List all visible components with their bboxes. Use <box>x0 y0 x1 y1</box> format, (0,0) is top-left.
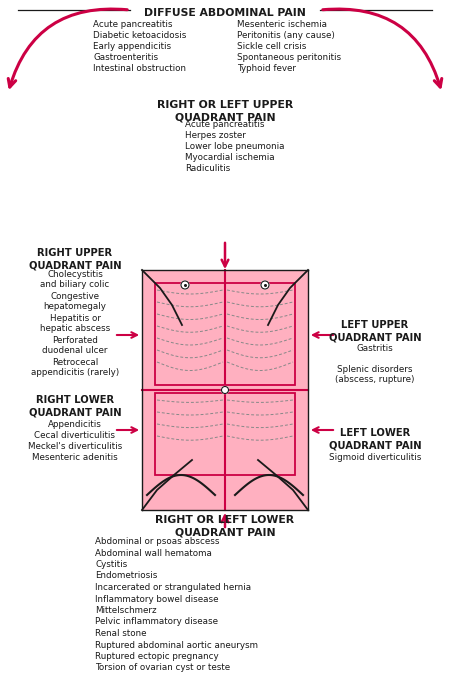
Text: Spontaneous peritonitis: Spontaneous peritonitis <box>237 53 341 62</box>
Text: Sigmoid diverticulitis: Sigmoid diverticulitis <box>329 453 421 462</box>
Text: Congestive: Congestive <box>50 292 99 301</box>
Text: duodenal ulcer: duodenal ulcer <box>42 346 108 355</box>
Text: Retrocecal: Retrocecal <box>52 358 98 367</box>
Bar <box>155 283 295 385</box>
Text: Torsion of ovarian cyst or teste: Torsion of ovarian cyst or teste <box>95 664 230 673</box>
Text: Perforated: Perforated <box>52 336 98 345</box>
Text: Sickle cell crisis: Sickle cell crisis <box>237 42 306 51</box>
Text: DIFFUSE ABDOMINAL PAIN: DIFFUSE ABDOMINAL PAIN <box>144 8 306 18</box>
Text: Typhoid fever: Typhoid fever <box>237 64 296 73</box>
Text: Ruptured ectopic pregnancy: Ruptured ectopic pregnancy <box>95 652 219 661</box>
Text: Mesenteric ischemia: Mesenteric ischemia <box>237 20 327 29</box>
Text: Acute pancreatitis: Acute pancreatitis <box>93 20 172 29</box>
Text: RIGHT LOWER
QUADRANT PAIN: RIGHT LOWER QUADRANT PAIN <box>29 395 122 418</box>
Text: Lower lobe pneumonia: Lower lobe pneumonia <box>185 142 284 151</box>
Text: RIGHT OR LEFT UPPER
QUADRANT PAIN: RIGHT OR LEFT UPPER QUADRANT PAIN <box>157 100 293 122</box>
Circle shape <box>221 386 229 394</box>
Text: RIGHT OR LEFT LOWER
QUADRANT PAIN: RIGHT OR LEFT LOWER QUADRANT PAIN <box>155 515 295 537</box>
Text: Hepatitis or: Hepatitis or <box>50 314 100 323</box>
Bar <box>155 393 295 475</box>
Text: Meckel's diverticulitis: Meckel's diverticulitis <box>28 442 122 451</box>
Text: Herpes zoster: Herpes zoster <box>185 131 246 140</box>
Text: Splenic disorders: Splenic disorders <box>337 365 413 374</box>
Text: Inflammatory bowel disease: Inflammatory bowel disease <box>95 594 219 604</box>
Circle shape <box>261 281 269 289</box>
Text: Abdominal or psoas abscess: Abdominal or psoas abscess <box>95 537 220 546</box>
Text: Peritonitis (any cause): Peritonitis (any cause) <box>237 31 335 40</box>
Text: Abdominal wall hematoma: Abdominal wall hematoma <box>95 549 212 558</box>
Text: Gastritis: Gastritis <box>356 344 393 353</box>
Text: Acute pancreatitis: Acute pancreatitis <box>185 120 265 129</box>
Text: Myocardial ischemia: Myocardial ischemia <box>185 153 274 162</box>
Text: Mittelschmerz: Mittelschmerz <box>95 606 157 615</box>
Circle shape <box>181 281 189 289</box>
Text: Pelvic inflammatory disease: Pelvic inflammatory disease <box>95 617 218 626</box>
Text: Gastroenteritis: Gastroenteritis <box>93 53 158 62</box>
Text: Renal stone: Renal stone <box>95 629 147 638</box>
Text: Intestinal obstruction: Intestinal obstruction <box>93 64 186 73</box>
Text: Appendicitis: Appendicitis <box>48 420 102 429</box>
Text: appendicitis (rarely): appendicitis (rarely) <box>31 368 119 377</box>
Text: Cystitis: Cystitis <box>95 560 127 569</box>
Text: hepatomegaly: hepatomegaly <box>44 302 107 311</box>
Text: Diabetic ketoacidosis: Diabetic ketoacidosis <box>93 31 186 40</box>
Text: and biliary colic: and biliary colic <box>40 280 110 289</box>
Text: Endometriosis: Endometriosis <box>95 571 158 581</box>
Text: Cholecystitis: Cholecystitis <box>47 270 103 279</box>
Text: hepatic abscess: hepatic abscess <box>40 324 110 333</box>
Text: Ruptured abdominal aortic aneurysm: Ruptured abdominal aortic aneurysm <box>95 641 258 649</box>
Text: (abscess, rupture): (abscess, rupture) <box>335 375 415 384</box>
Text: Early appendicitis: Early appendicitis <box>93 42 171 51</box>
Text: RIGHT UPPER
QUADRANT PAIN: RIGHT UPPER QUADRANT PAIN <box>29 248 122 271</box>
Text: LEFT UPPER
QUADRANT PAIN: LEFT UPPER QUADRANT PAIN <box>328 320 421 343</box>
Text: Incarcerated or strangulated hernia: Incarcerated or strangulated hernia <box>95 583 251 592</box>
Bar <box>142 270 308 510</box>
Text: Cecal diverticulitis: Cecal diverticulitis <box>35 431 116 440</box>
Text: Radiculitis: Radiculitis <box>185 164 230 173</box>
Text: Mesenteric adenitis: Mesenteric adenitis <box>32 453 118 462</box>
Text: LEFT LOWER
QUADRANT PAIN: LEFT LOWER QUADRANT PAIN <box>328 428 421 450</box>
